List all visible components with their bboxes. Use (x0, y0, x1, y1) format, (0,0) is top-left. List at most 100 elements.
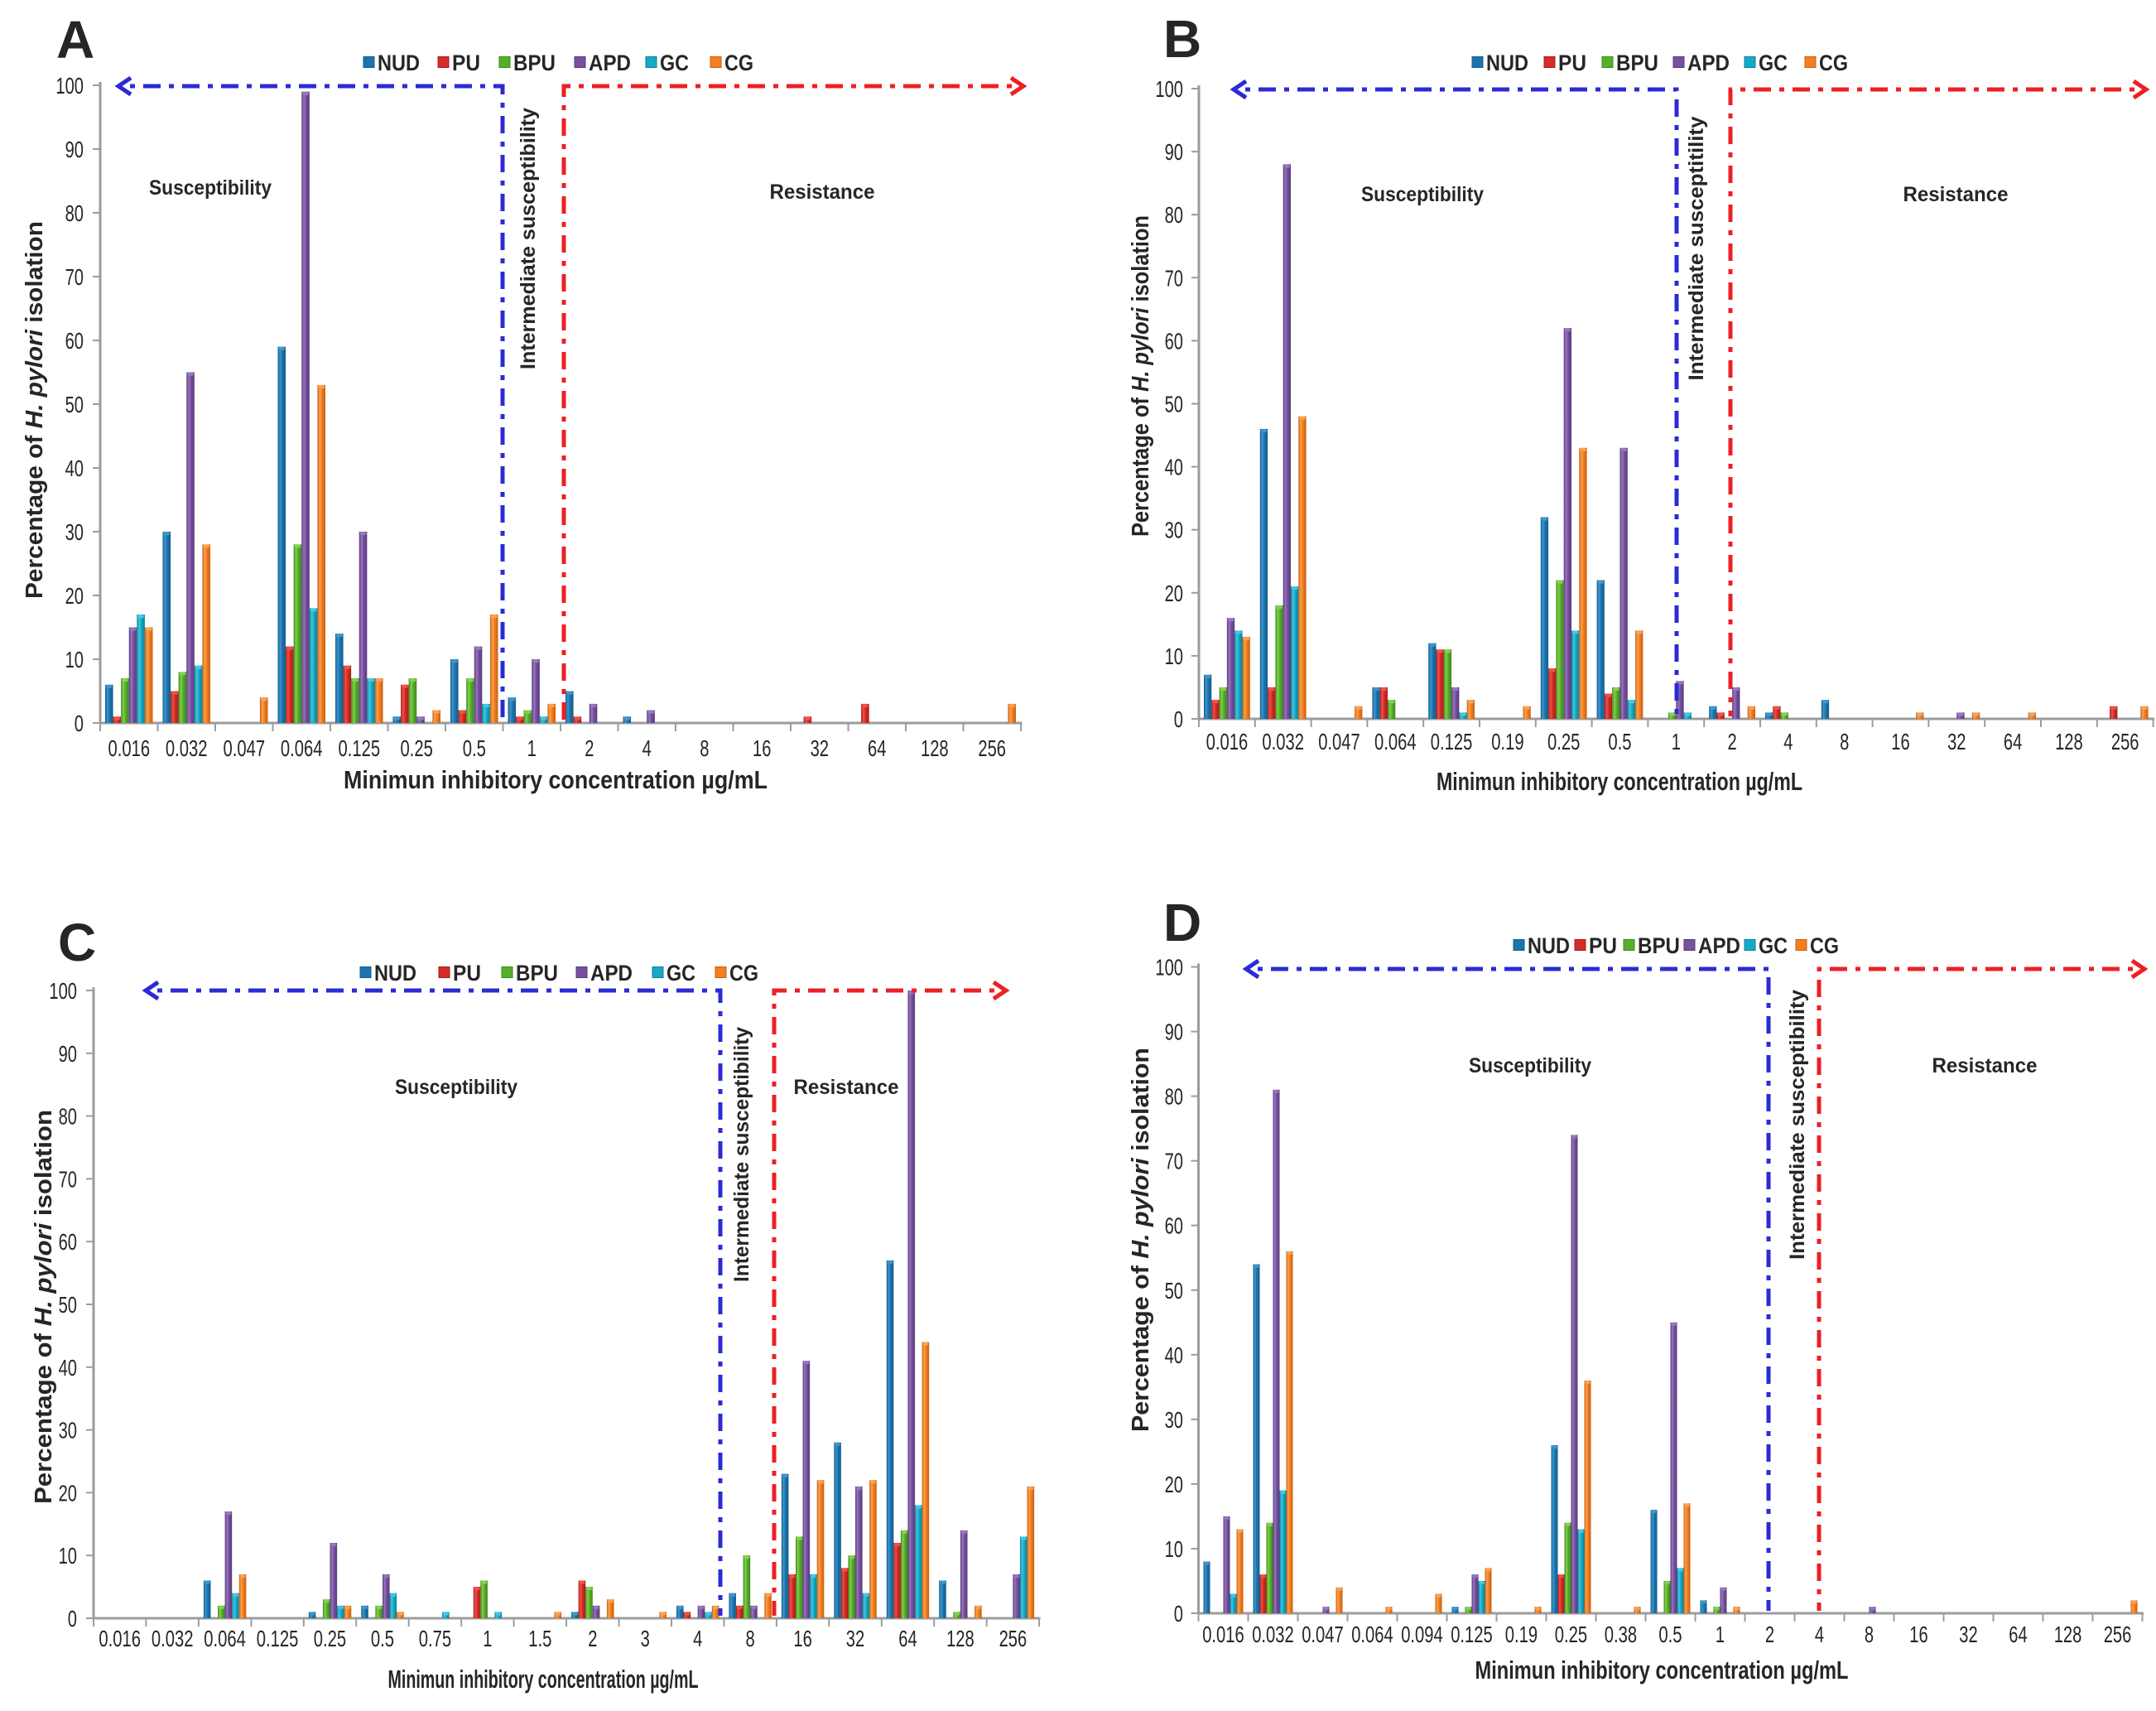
svg-text:2: 2 (588, 1626, 597, 1651)
svg-text:A: A (56, 10, 94, 70)
svg-text:0.016: 0.016 (99, 1626, 141, 1651)
svg-text:Minimun inhibitory concentrati: Minimun inhibitory concentration µg/mL (344, 765, 768, 794)
svg-text:50: 50 (65, 392, 84, 417)
svg-text:Percentage of H. pylori isolat: Percentage of H. pylori isolation (1128, 1048, 1154, 1432)
svg-text:NUD: NUD (374, 961, 416, 986)
svg-text:0.125: 0.125 (1451, 1622, 1493, 1647)
svg-text:CG: CG (729, 961, 758, 986)
svg-text:16: 16 (793, 1626, 811, 1651)
svg-text:0.5: 0.5 (463, 735, 486, 761)
svg-text:GC: GC (660, 51, 689, 75)
svg-text:APD: APD (590, 961, 633, 986)
svg-text:90: 90 (1165, 139, 1183, 165)
svg-text:0.047: 0.047 (1318, 729, 1360, 754)
svg-text:10: 10 (59, 1543, 77, 1569)
svg-text:40: 40 (59, 1355, 77, 1381)
svg-text:NUD: NUD (378, 51, 420, 75)
svg-text:0.032: 0.032 (166, 735, 208, 761)
svg-text:0.5: 0.5 (1608, 729, 1631, 754)
svg-text:128: 128 (2054, 1622, 2082, 1647)
svg-text:NUD: NUD (1486, 51, 1528, 75)
svg-text:40: 40 (1165, 455, 1183, 480)
svg-text:32: 32 (1959, 1622, 1977, 1647)
svg-text:16: 16 (1891, 729, 1909, 754)
svg-text:2: 2 (1728, 729, 1737, 754)
svg-text:30: 30 (59, 1418, 77, 1444)
svg-text:Intermediate susceptibility: Intermediate susceptibility (517, 108, 540, 369)
svg-text:Intermediate susceptitility: Intermediate susceptitility (1685, 116, 1708, 380)
svg-text:0.25: 0.25 (314, 1626, 346, 1651)
svg-text:32: 32 (1947, 729, 1966, 754)
svg-text:90: 90 (59, 1041, 77, 1067)
svg-text:0.032: 0.032 (1252, 1622, 1294, 1647)
svg-text:Minimun inhibitory concentrati: Minimun inhibitory concentration µg/mL (1437, 767, 1802, 796)
svg-text:100: 100 (1155, 76, 1183, 102)
svg-text:NUD: NUD (1528, 933, 1570, 958)
svg-text:Intermediate susceptibility: Intermediate susceptibility (1786, 990, 1809, 1260)
svg-text:4: 4 (642, 735, 652, 761)
svg-text:0.125: 0.125 (1431, 729, 1473, 754)
svg-text:50: 50 (1165, 392, 1183, 417)
svg-text:Resistance: Resistance (1932, 1054, 2038, 1077)
svg-text:0.094: 0.094 (1401, 1622, 1443, 1647)
svg-text:GC: GC (667, 961, 695, 986)
svg-text:64: 64 (2004, 729, 2022, 754)
svg-text:Percentage of H. pylori isolat: Percentage of H. pylori isolation (22, 221, 48, 599)
svg-text:40: 40 (1165, 1342, 1183, 1368)
svg-text:4: 4 (1815, 1622, 1824, 1647)
svg-text:256: 256 (2104, 1622, 2132, 1647)
svg-text:100: 100 (49, 978, 77, 1004)
svg-text:BPU: BPU (513, 51, 556, 75)
svg-text:0.75: 0.75 (419, 1626, 451, 1651)
svg-text:64: 64 (868, 735, 886, 761)
svg-text:16: 16 (1909, 1622, 1927, 1647)
svg-text:128: 128 (921, 735, 949, 761)
svg-text:Minimun inhibitory concentrati: Minimun inhibitory concentration µg/mL (388, 1665, 699, 1694)
svg-text:0.064: 0.064 (1351, 1622, 1393, 1647)
svg-text:Susceptibility: Susceptibility (1469, 1054, 1591, 1077)
svg-text:BPU: BPU (1616, 51, 1658, 75)
svg-text:0: 0 (1174, 1601, 1183, 1627)
svg-text:0.064: 0.064 (204, 1626, 246, 1651)
svg-text:0.047: 0.047 (1302, 1622, 1344, 1647)
svg-text:0.016: 0.016 (108, 735, 151, 761)
svg-text:PU: PU (1558, 51, 1586, 75)
svg-text:0.016: 0.016 (1202, 1622, 1244, 1647)
svg-text:64: 64 (2009, 1622, 2027, 1647)
svg-text:60: 60 (1165, 1213, 1183, 1239)
svg-text:90: 90 (65, 137, 84, 162)
svg-text:128: 128 (2055, 729, 2083, 754)
svg-text:APD: APD (589, 51, 631, 75)
svg-text:0.19: 0.19 (1505, 1622, 1538, 1647)
svg-text:80: 80 (1165, 202, 1183, 228)
svg-text:16: 16 (753, 735, 771, 761)
svg-text:100: 100 (1155, 955, 1183, 981)
svg-text:0.125: 0.125 (339, 735, 381, 761)
svg-text:60: 60 (65, 328, 84, 354)
svg-text:20: 20 (59, 1480, 77, 1506)
svg-text:APD: APD (1687, 51, 1730, 75)
svg-text:0.032: 0.032 (152, 1626, 194, 1651)
svg-text:0.19: 0.19 (1491, 729, 1523, 754)
svg-text:Resistance: Resistance (770, 181, 875, 204)
svg-text:80: 80 (59, 1104, 77, 1130)
svg-text:40: 40 (65, 455, 84, 481)
svg-text:70: 70 (65, 264, 84, 290)
svg-text:2: 2 (1765, 1622, 1774, 1647)
svg-text:256: 256 (978, 735, 1006, 761)
svg-text:80: 80 (1165, 1084, 1183, 1110)
svg-text:D: D (1163, 893, 1201, 952)
svg-text:C: C (58, 913, 96, 972)
svg-text:0.38: 0.38 (1605, 1622, 1637, 1647)
svg-text:Intermediate susceptibility: Intermediate susceptibility (730, 1027, 753, 1282)
svg-text:2: 2 (585, 735, 594, 761)
svg-text:10: 10 (1165, 1536, 1183, 1562)
svg-text:128: 128 (946, 1626, 975, 1651)
svg-text:0.25: 0.25 (401, 735, 433, 761)
svg-text:Resistance: Resistance (1903, 183, 2009, 206)
svg-text:Minimun inhibitory concentrati: Minimun inhibitory concentration µg/mL (1475, 1656, 1849, 1684)
svg-text:0.5: 0.5 (1658, 1622, 1682, 1647)
svg-text:B: B (1163, 9, 1201, 69)
svg-text:8: 8 (1840, 729, 1849, 754)
svg-text:64: 64 (898, 1626, 917, 1651)
